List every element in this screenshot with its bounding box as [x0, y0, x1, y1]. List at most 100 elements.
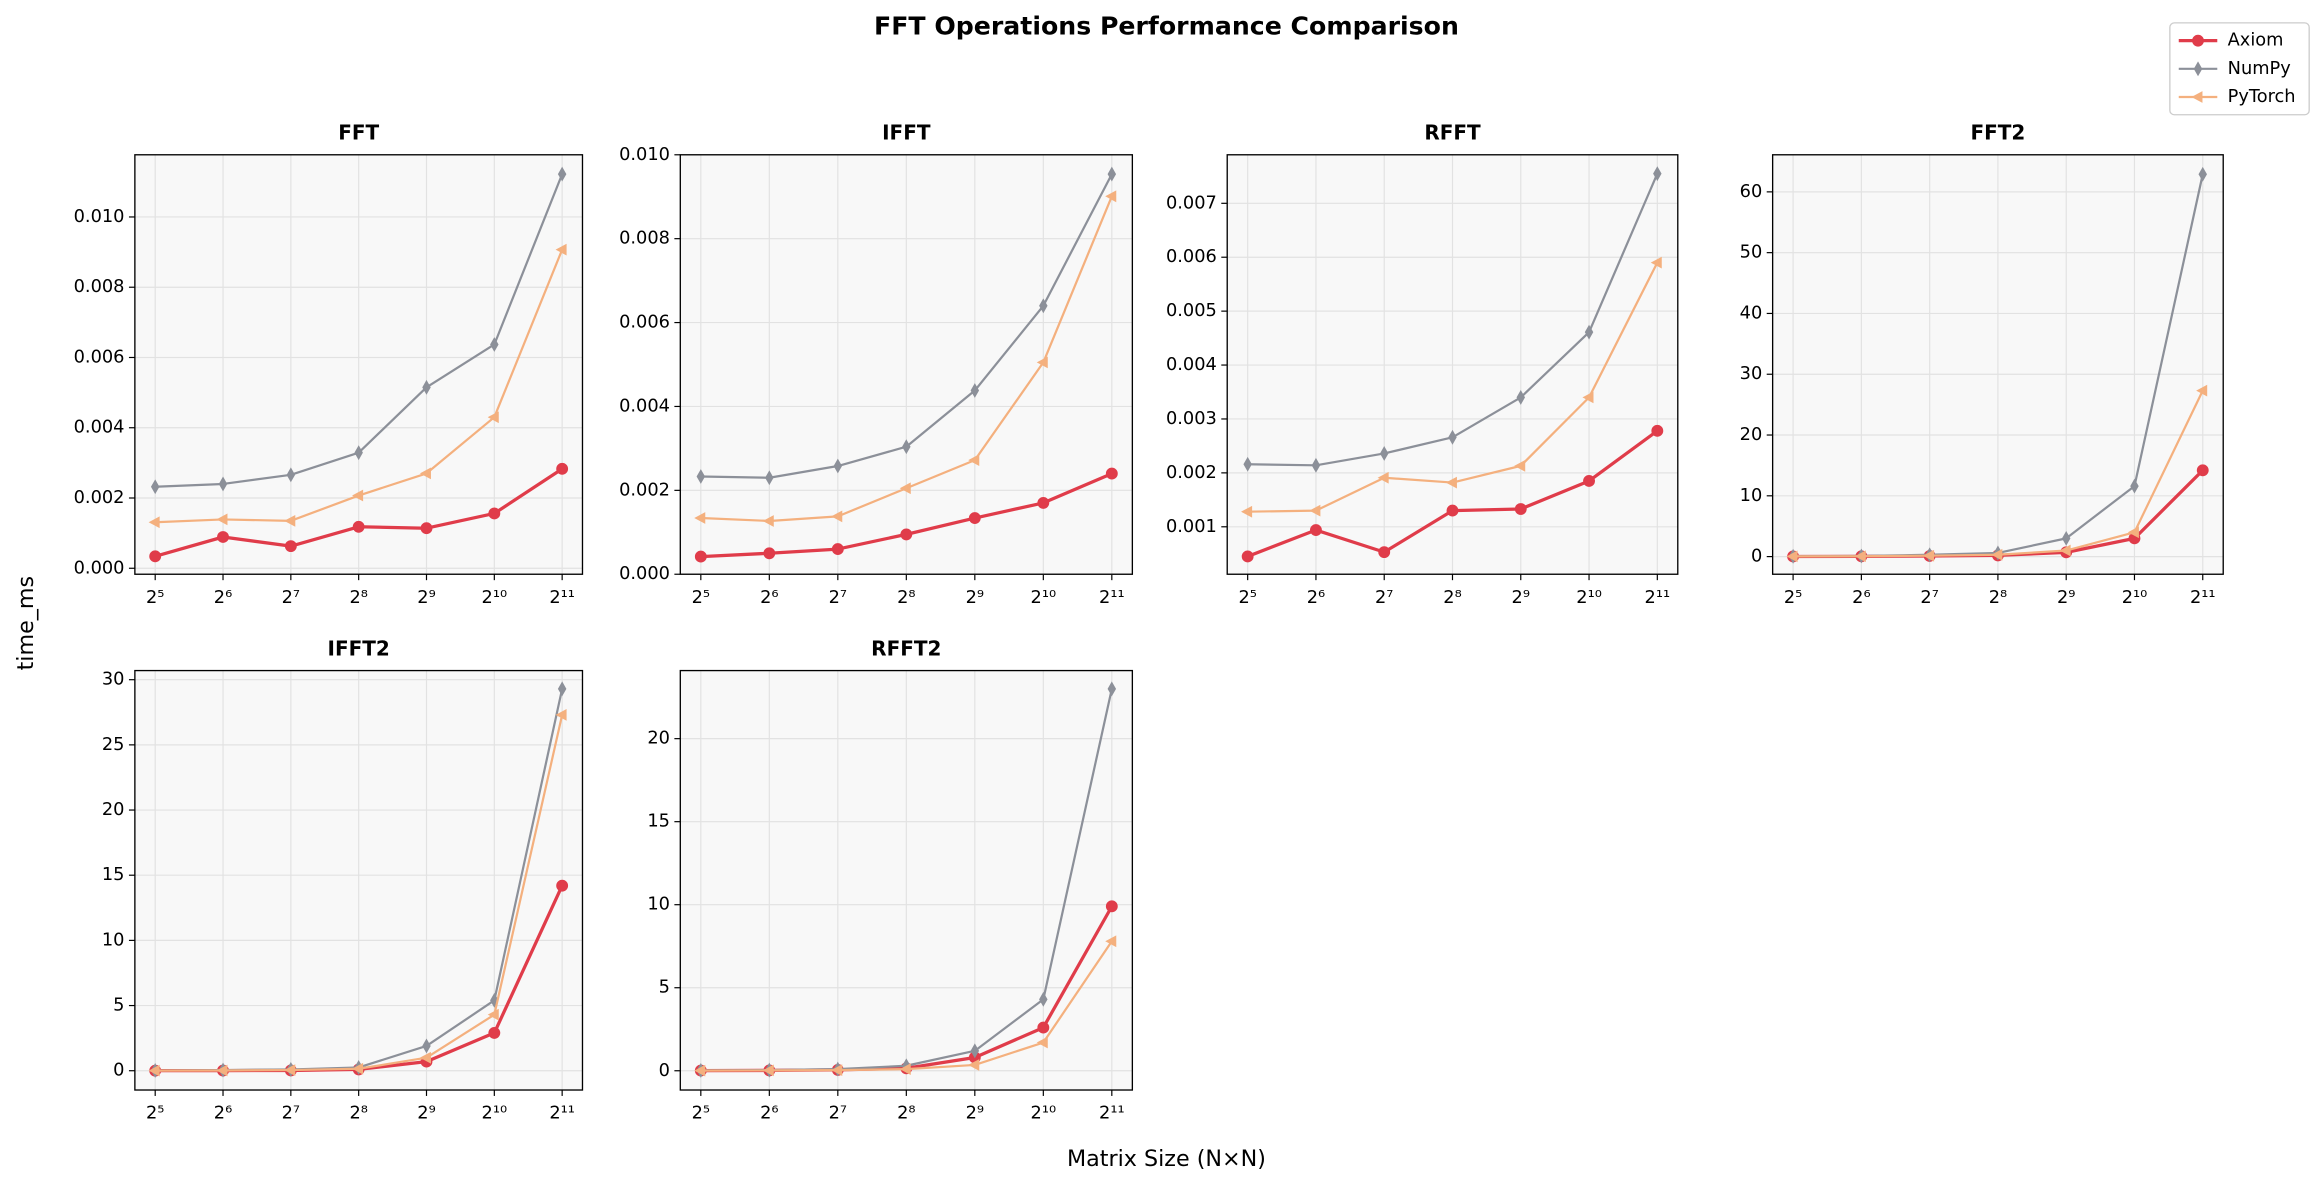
- plot-frame: [134, 154, 584, 575]
- x-tick-label: 2⁶: [1307, 587, 1325, 608]
- y-tick-label: 0.002: [1166, 462, 1217, 483]
- x-tick-label: 2⁹: [966, 1103, 984, 1124]
- marker: [1653, 166, 1662, 182]
- plot-frame: [679, 154, 1134, 575]
- marker: [1107, 166, 1117, 182]
- marker: [1651, 424, 1664, 437]
- subplot: 2⁵ 2⁶ 2⁷ 2⁸ 2⁹ 2¹⁰ 2¹¹ 0 5 10 15 20 25 30 IFFT2: [102, 636, 584, 1124]
- marker: [2196, 464, 2209, 477]
- marker: [763, 547, 776, 560]
- y-tick-label: 30: [102, 669, 125, 690]
- y-tick-label: 40: [1740, 302, 1763, 323]
- x-tick-label: 2¹¹: [2190, 587, 2216, 608]
- marker: [2196, 384, 2208, 397]
- y-tick-label: 0.000: [74, 557, 125, 578]
- marker: [1310, 524, 1322, 536]
- x-axis-label: Matrix Size (N×N): [1067, 1146, 1266, 1172]
- x-tick-label: 2⁵: [1784, 587, 1802, 608]
- x-tick-label: 2⁷: [1920, 587, 1938, 608]
- marker: [970, 1043, 980, 1059]
- marker: [1991, 548, 2003, 561]
- marker: [1039, 298, 1048, 314]
- marker: [694, 512, 706, 524]
- marker: [831, 510, 843, 523]
- marker: [1105, 935, 1117, 948]
- y-tick-label: 20: [647, 728, 670, 749]
- subplot: 2⁵ 2⁶ 2⁷ 2⁸ 2⁹ 2¹⁰ 2¹¹ 0 5 10 15 20 RFFT2: [647, 636, 1134, 1124]
- x-tick-label: 2¹⁰: [482, 587, 508, 608]
- marker: [1309, 504, 1321, 517]
- marker: [352, 1062, 364, 1075]
- marker: [899, 1063, 911, 1075]
- marker: [1445, 476, 1457, 489]
- x-tick-label: 2¹⁰: [2122, 587, 2148, 608]
- marker: [1241, 505, 1253, 518]
- y-axis-label: time_ms: [13, 576, 39, 671]
- y-tick-label: 20: [1740, 424, 1763, 445]
- plot-frame: [1226, 154, 1679, 575]
- marker: [1039, 991, 1048, 1007]
- y-tick-label: 15: [647, 811, 670, 832]
- marker: [1786, 550, 1798, 563]
- marker: [2059, 544, 2071, 557]
- marker: [1650, 256, 1662, 269]
- x-tick-label: 2⁶: [214, 587, 232, 608]
- marker: [2192, 34, 2204, 47]
- x-tick-label: 2⁷: [282, 587, 300, 608]
- x-tick-label: 2⁹: [2057, 587, 2075, 608]
- marker: [419, 467, 431, 480]
- marker: [150, 479, 160, 495]
- x-tick-label: 2⁹: [1512, 587, 1530, 608]
- marker: [556, 462, 569, 475]
- marker: [556, 879, 569, 892]
- marker: [2193, 61, 2203, 77]
- marker: [216, 1064, 228, 1077]
- marker: [419, 1051, 431, 1064]
- marker: [1448, 429, 1457, 445]
- x-tick-label: 2⁸: [1989, 587, 2007, 608]
- y-tick-label: 0.002: [74, 487, 125, 508]
- y-tick-label: 10: [102, 929, 125, 950]
- marker: [694, 550, 707, 563]
- marker: [557, 681, 567, 697]
- y-tick-label: 0.004: [619, 395, 670, 416]
- y-tick-label: 0: [113, 1060, 124, 1081]
- y-tick-label: 0: [659, 1060, 670, 1081]
- subplot: 2⁵ 2⁶ 2⁷ 2⁸ 2⁹ 2¹⁰ 2¹¹ 0.000 0.002 0.004 0.006 0.00…: [619, 121, 1134, 608]
- marker: [899, 482, 911, 495]
- x-tick-label: 2¹¹: [1645, 587, 1671, 608]
- y-tick-label: 0.004: [1166, 354, 1217, 375]
- marker: [1037, 496, 1050, 509]
- x-tick-label: 2⁷: [282, 1103, 300, 1124]
- marker: [2191, 91, 2203, 103]
- marker: [968, 512, 981, 524]
- y-tick-label: 0.010: [619, 144, 670, 165]
- x-tick-label: 2⁵: [692, 1103, 710, 1124]
- figure-title: FFT Operations Performance Comparison: [874, 11, 1459, 40]
- x-tick-label: 2⁶: [760, 587, 778, 608]
- x-tick-label: 2⁷: [829, 587, 847, 608]
- marker: [1036, 1036, 1048, 1049]
- marker: [488, 1026, 501, 1039]
- x-tick-label: 2⁹: [417, 1103, 435, 1124]
- legend-box: [2169, 22, 2310, 116]
- marker: [696, 469, 706, 484]
- x-tick-label: 2⁶: [214, 1103, 232, 1124]
- y-tick-label: 10: [647, 894, 670, 915]
- y-tick-label: 30: [1740, 363, 1763, 384]
- marker: [762, 1064, 774, 1077]
- y-tick-label: 0.006: [1166, 246, 1217, 267]
- marker: [1241, 550, 1254, 563]
- y-tick-label: 50: [1740, 242, 1763, 263]
- marker: [765, 470, 774, 486]
- plot-frame: [679, 669, 1134, 1091]
- marker: [1583, 475, 1595, 487]
- marker: [968, 1059, 980, 1071]
- subplot-title: FFT: [338, 121, 379, 145]
- marker: [900, 528, 913, 541]
- marker: [902, 439, 911, 455]
- marker: [1582, 391, 1594, 404]
- x-tick-label: 2⁶: [1852, 587, 1870, 608]
- x-tick-label: 2⁹: [417, 587, 435, 608]
- marker: [970, 383, 980, 398]
